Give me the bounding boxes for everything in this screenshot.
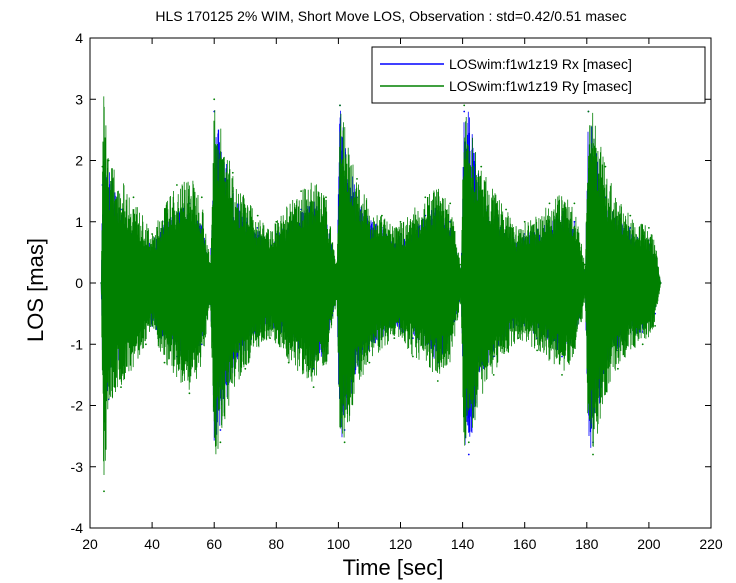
series-2-point xyxy=(343,441,346,444)
legend: LOSwim:f1w1z19 Rx [masec] LOSwim:f1w1z19 … xyxy=(371,46,706,104)
x-tick-label: 60 xyxy=(206,536,222,552)
legend-box xyxy=(371,46,706,104)
series-2-point xyxy=(617,367,619,370)
series-2 xyxy=(100,96,662,493)
series-2-point xyxy=(335,263,338,266)
series-2-point xyxy=(103,490,105,493)
series-2-point xyxy=(492,374,495,376)
x-tick-label: 120 xyxy=(389,536,413,552)
series-2-point xyxy=(587,110,590,113)
series-2-point xyxy=(584,263,587,266)
series-2-point xyxy=(517,337,520,339)
series-2-point xyxy=(163,361,166,364)
series-2-point xyxy=(151,233,154,235)
series-2-point xyxy=(325,196,327,199)
series-2-trace xyxy=(100,96,662,476)
series-2-point xyxy=(231,171,234,174)
x-tick-label: 200 xyxy=(637,536,661,552)
series-2-point xyxy=(449,202,452,205)
series-2-point xyxy=(561,374,563,376)
series-2-point xyxy=(648,227,650,229)
series-2-point xyxy=(100,282,103,284)
series-2-point xyxy=(463,104,466,107)
y-tick-label: 1 xyxy=(75,214,83,230)
series-2-point xyxy=(269,337,271,339)
series-2-point xyxy=(213,98,216,101)
series-2-point xyxy=(629,214,632,217)
series-2-point xyxy=(300,190,302,193)
series-2-point xyxy=(460,263,462,266)
series-2-point xyxy=(536,349,538,352)
series-1-point xyxy=(219,429,222,431)
legend-entry: LOSwim:f1w1z19 Rx [masec] xyxy=(449,56,632,72)
series-2-point xyxy=(424,196,427,199)
series-2-point xyxy=(145,343,147,346)
series-1-point xyxy=(463,110,466,113)
y-tick-label: 4 xyxy=(75,30,83,46)
y-tick-label: -1 xyxy=(71,336,84,352)
x-tick-label: 20 xyxy=(82,536,98,552)
series-2-point xyxy=(132,196,135,199)
series-2-point xyxy=(356,178,358,180)
series-2-point xyxy=(287,361,290,364)
series-2-point xyxy=(480,165,483,168)
series-2-point xyxy=(244,367,247,370)
series-2-point xyxy=(505,208,507,211)
series-1-point xyxy=(467,453,470,456)
x-tick-label: 180 xyxy=(575,536,599,552)
series-2-point xyxy=(120,386,122,388)
x-axis: 20 40 60 80 100 120 140 160 180 200 220 xyxy=(82,38,723,552)
series-2-point xyxy=(101,165,104,168)
series-2-point xyxy=(548,202,551,205)
series-2-point xyxy=(573,202,576,205)
legend-entry: LOSwim:f1w1z19 Ry [masec] xyxy=(449,78,632,94)
series-2-point xyxy=(200,196,203,199)
series-2-point xyxy=(412,355,414,358)
series-2-point xyxy=(381,214,383,217)
series-2-point xyxy=(339,104,341,107)
series-layer xyxy=(100,96,662,493)
series-2-point xyxy=(368,361,371,364)
series-1-point xyxy=(561,355,563,358)
series-1-point xyxy=(573,220,576,223)
series-2-point xyxy=(592,453,594,456)
series-2-point xyxy=(176,184,178,186)
series-2-point xyxy=(312,386,315,388)
series-2-point xyxy=(523,220,526,223)
series-2-point xyxy=(107,159,110,162)
x-tick-label: 160 xyxy=(513,536,537,552)
series-2-point xyxy=(219,441,222,444)
series-2-point xyxy=(188,392,191,395)
series-2-point xyxy=(256,214,259,217)
y-tick-label: 0 xyxy=(75,275,83,291)
x-tick-label: 140 xyxy=(451,536,475,552)
y-tick-label: 2 xyxy=(75,153,83,169)
series-2-point xyxy=(659,282,662,284)
x-tick-label: 220 xyxy=(699,536,723,552)
series-2-point xyxy=(654,325,656,327)
plot-area: 20 40 60 80 100 120 140 160 180 200 220 -4 -3 -2 -1 0 1… xyxy=(71,30,723,552)
y-axis: -4 -3 -2 -1 0 1 2 3 4 xyxy=(71,30,711,536)
y-tick-label: -4 xyxy=(71,520,84,536)
y-tick-label: -3 xyxy=(71,459,84,475)
y-axis-label: LOS [mas] xyxy=(23,238,48,342)
series-2-point xyxy=(641,343,644,346)
x-tick-label: 100 xyxy=(327,536,351,552)
y-tick-label: 3 xyxy=(75,91,83,107)
series-2-point xyxy=(399,220,402,223)
series-2-point xyxy=(467,441,470,444)
series-2-point xyxy=(393,337,396,339)
x-tick-label: 80 xyxy=(269,536,285,552)
series-2-point xyxy=(209,263,212,266)
series-2-point xyxy=(604,165,607,168)
x-axis-label: Time [sec] xyxy=(343,555,444,580)
series-2-point xyxy=(275,220,278,223)
series-2-point xyxy=(436,380,439,382)
chart-title: HLS 170125 2% WIM, Short Move LOS, Obser… xyxy=(155,8,626,24)
x-tick-label: 40 xyxy=(144,536,160,552)
y-tick-label: -2 xyxy=(71,398,84,414)
